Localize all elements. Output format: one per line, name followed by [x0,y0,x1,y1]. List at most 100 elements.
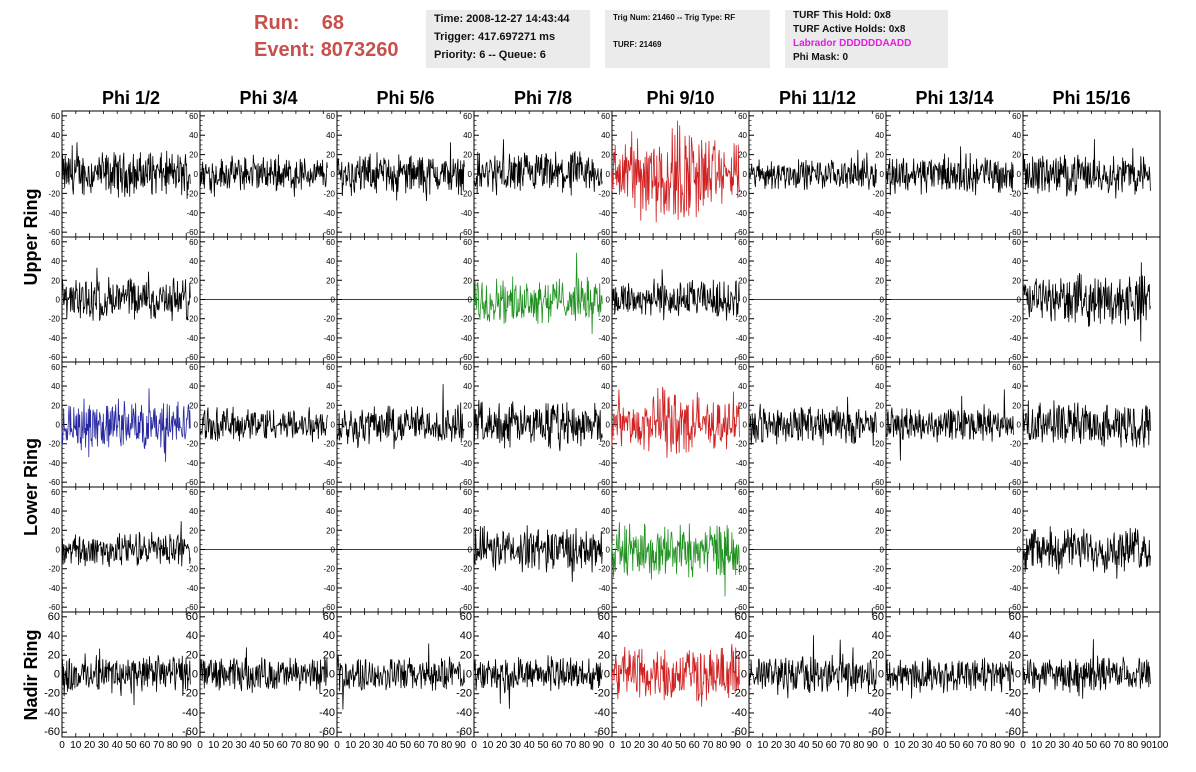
x-tick-label: 60 [689,740,701,751]
x-tick-label: 90 [1004,740,1016,751]
y-tick-label: 60 [601,363,610,372]
y-tick-label: -60 [48,228,60,237]
waveform-trace [473,525,603,582]
waveform-trace [611,386,740,458]
x-tick-label: 20 [1045,740,1057,751]
y-tick-label: -60 [598,603,610,612]
waveform-panel: -60 -40 -20 0 20 40 60 [48,236,201,363]
waveform-panel: -60 -40 -20 0 20 40 60 [598,236,750,363]
y-tick-label: 20 [460,649,472,661]
y-tick-label: -20 [598,315,610,324]
x-tick-label: 80 [304,740,316,751]
trig-info-box: Trig Num: 21460 -- Trig Type: RF TURF: 2… [605,10,770,68]
y-tick-label: -40 [868,707,884,719]
x-tick-label: 40 [249,740,261,751]
waveform-trace [1022,526,1151,579]
waveform-panel: -60 -40 -20 0 20 40 60 [598,486,750,613]
row-group-label: Upper Ring [21,189,41,286]
x-tick-label: 10 [620,740,632,751]
y-tick-label: 0 [743,296,748,305]
y-tick-label: 60 [738,363,747,372]
priority-text: Priority: 6 -- Queue: 6 [434,49,546,61]
waveform-trace [199,154,328,197]
y-tick-label: 40 [875,257,884,266]
y-tick-label: -60 [1005,726,1021,738]
y-tick-label: -40 [872,584,884,593]
y-tick-label: -60 [323,478,335,487]
y-tick-label: -60 [48,353,60,362]
y-tick-label: 40 [1012,507,1021,516]
x-tick-label: 10 [70,740,82,751]
y-tick-label: 40 [189,382,198,391]
y-tick-label: -20 [1009,189,1021,198]
x-tick-label: 70 [290,740,302,751]
y-tick-label: 20 [189,526,198,535]
y-tick-label: -40 [323,584,335,593]
waveform-trace [336,643,465,710]
run-event-block: Run: 68 Event: 8073260 [254,10,399,64]
y-tick-label: -40 [594,707,610,719]
x-tick-label: 70 [153,740,165,751]
row-group-label: Lower Ring [21,438,41,536]
y-tick-label: -60 [323,228,335,237]
y-tick-label: -20 [735,315,747,324]
y-tick-label: -40 [186,459,198,468]
y-tick-label: 60 [1012,488,1021,497]
y-tick-label: -40 [731,707,747,719]
y-tick-label: 20 [48,649,60,661]
waveform-trace [1022,639,1151,699]
x-tick-label: 30 [1059,740,1071,751]
waveform-trace [885,657,1014,699]
y-tick-label: -20 [186,565,198,574]
y-tick-label: -20 [323,440,335,449]
y-tick-label: 40 [326,131,335,140]
x-tick-label: 30 [648,740,660,751]
y-tick-label: -60 [598,228,610,237]
y-tick-label: 0 [880,296,885,305]
waveform-trace [199,406,328,443]
y-tick-label: -60 [598,353,610,362]
y-tick-label: -40 [323,459,335,468]
x-tick-label: 20 [908,740,920,751]
y-tick-label: 40 [51,382,60,391]
y-tick-label: -40 [872,209,884,218]
x-tick-label: 70 [702,740,714,751]
y-tick-label: -20 [323,189,335,198]
y-tick-label: -40 [1009,584,1021,593]
y-tick-label: 60 [1009,611,1021,623]
y-tick-label: 20 [51,401,60,410]
waveform-trace [61,388,191,462]
y-tick-label: 60 [738,238,747,247]
column-header: Phi 15/16 [1052,88,1130,108]
x-tick-label: 30 [785,740,797,751]
y-tick-label: -20 [872,315,884,324]
y-tick-label: 0 [606,421,611,430]
labrador-text: Labrador DDDDDDAADD [793,38,912,49]
y-tick-label: -20 [598,565,610,574]
waveform-panel: -60 -40 -20 0 20 40 60 [456,611,613,738]
x-tick-label: 40 [661,740,673,751]
y-tick-label: 20 [463,151,472,160]
y-tick-label: 40 [463,507,472,516]
waveform-panel: -60 -40 -20 0 20 40 60 [598,361,750,488]
y-tick-label: 0 [606,296,611,305]
y-tick-label: -40 [182,707,198,719]
x-tick-label: 20 [771,740,783,751]
y-tick-label: -40 [1009,209,1021,218]
y-tick-label: -40 [48,209,60,218]
y-tick-label: -60 [731,726,747,738]
x-tick-label: 40 [798,740,810,751]
x-tick-label: 80 [579,740,591,751]
waveform-trace [748,396,877,446]
y-tick-label: -40 [598,584,610,593]
x-tick-label: 40 [386,740,398,751]
waveform-panel: -60 -40 -20 0 20 40 60 [1005,611,1161,738]
y-tick-label: -20 [44,688,60,700]
x-tick-label: 50 [537,740,549,751]
y-tick-label: -60 [186,353,198,362]
y-tick-label: 20 [326,276,335,285]
y-tick-label: 20 [1012,276,1021,285]
y-tick-label: -40 [872,334,884,343]
y-tick-label: 60 [326,112,335,121]
y-tick-label: -20 [456,688,472,700]
